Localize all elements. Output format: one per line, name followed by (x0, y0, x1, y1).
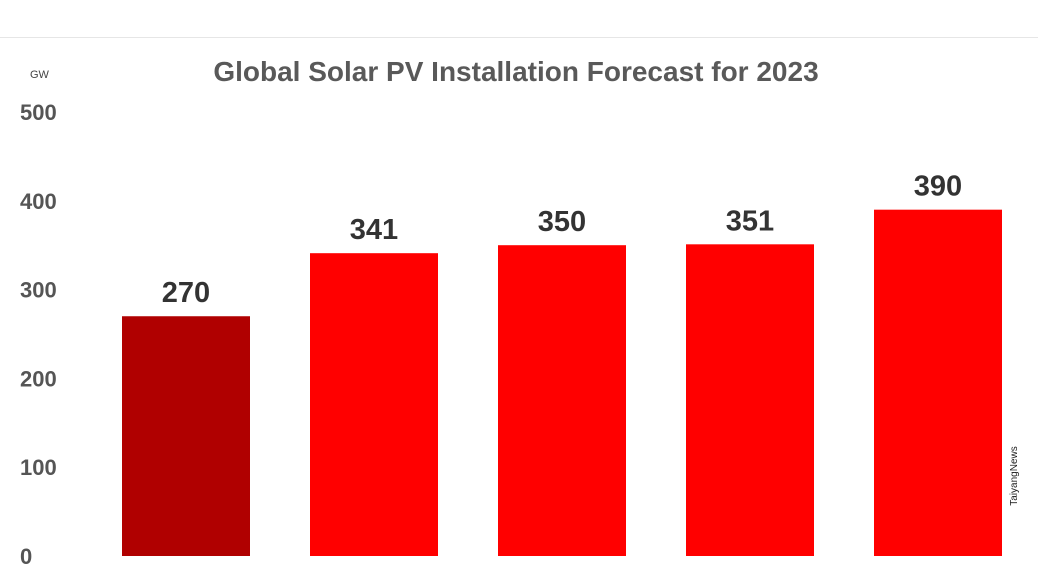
chart-title: Global Solar PV Installation Forecast fo… (213, 56, 818, 87)
bar-value-label: 351 (726, 205, 774, 237)
bar (686, 244, 814, 556)
bar (498, 245, 626, 556)
y-tick-label: 200 (20, 366, 57, 391)
y-tick-label: 100 (20, 455, 57, 480)
value-labels: 270 341 350 351 390 (162, 171, 962, 310)
y-axis-ticks: 0 100 200 300 400 500 (20, 100, 57, 569)
bar (310, 253, 438, 556)
bar-value-label: 341 (350, 214, 398, 246)
y-tick-label: 500 (20, 100, 57, 125)
y-axis-unit-label: GW (30, 69, 50, 81)
bar-value-label: 270 (162, 277, 210, 309)
watermark: TaiyangNews (1009, 446, 1020, 505)
top-divider (0, 37, 1038, 38)
y-tick-label: 0 (20, 544, 32, 569)
bar (122, 316, 250, 556)
bar-value-label: 390 (914, 171, 962, 203)
bar (874, 209, 1002, 556)
bars (122, 209, 1002, 556)
y-tick-label: 300 (20, 278, 57, 303)
y-tick-label: 400 (20, 189, 57, 214)
bar-value-label: 350 (538, 206, 586, 238)
